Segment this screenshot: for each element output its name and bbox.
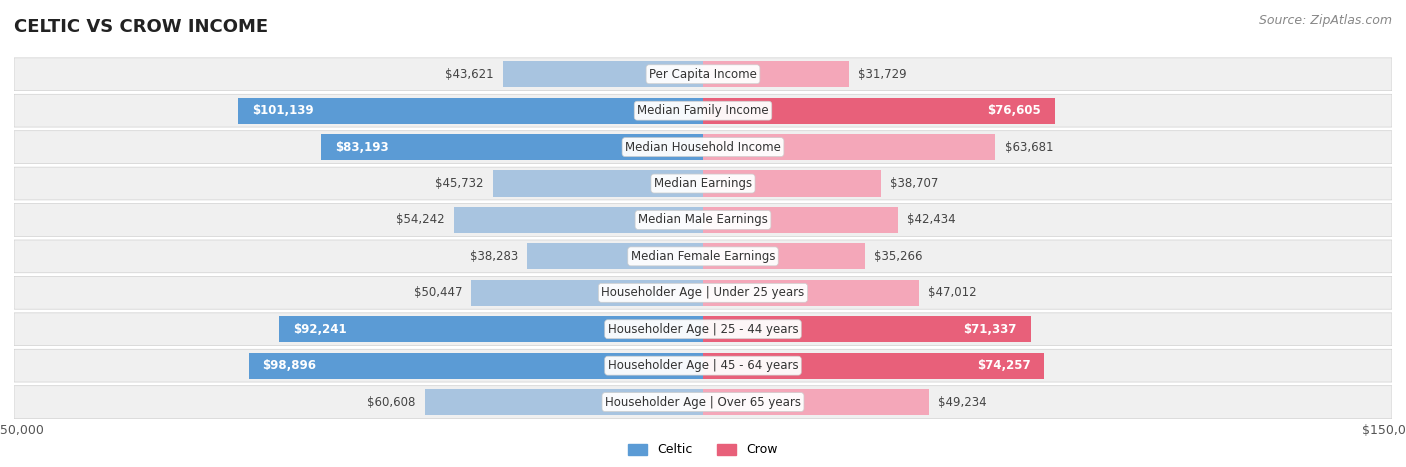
Text: $31,729: $31,729	[858, 68, 907, 81]
FancyBboxPatch shape	[14, 58, 1392, 91]
Bar	[703, 353, 1045, 379]
Text: $35,266: $35,266	[875, 250, 922, 263]
Text: $92,241: $92,241	[292, 323, 347, 336]
Bar	[703, 207, 898, 233]
Bar	[454, 207, 703, 233]
Text: Median Female Earnings: Median Female Earnings	[631, 250, 775, 263]
Text: $47,012: $47,012	[928, 286, 977, 299]
Text: $42,434: $42,434	[907, 213, 956, 226]
Legend: Celtic, Crow: Celtic, Crow	[623, 439, 783, 461]
Text: $38,283: $38,283	[470, 250, 517, 263]
FancyBboxPatch shape	[14, 167, 1392, 200]
Text: $60,608: $60,608	[367, 396, 415, 409]
Bar	[239, 98, 703, 124]
FancyBboxPatch shape	[14, 204, 1392, 236]
Text: Median Male Earnings: Median Male Earnings	[638, 213, 768, 226]
Text: Median Family Income: Median Family Income	[637, 104, 769, 117]
Bar	[425, 389, 703, 415]
Text: Householder Age | 45 - 64 years: Householder Age | 45 - 64 years	[607, 359, 799, 372]
Text: $45,732: $45,732	[436, 177, 484, 190]
FancyBboxPatch shape	[14, 386, 1392, 418]
Bar	[494, 170, 703, 197]
Text: $54,242: $54,242	[396, 213, 444, 226]
Text: $38,707: $38,707	[890, 177, 938, 190]
Bar	[703, 243, 865, 269]
Text: Per Capita Income: Per Capita Income	[650, 68, 756, 81]
FancyBboxPatch shape	[14, 276, 1392, 309]
FancyBboxPatch shape	[14, 313, 1392, 346]
FancyBboxPatch shape	[14, 94, 1392, 127]
Text: $43,621: $43,621	[444, 68, 494, 81]
Text: $71,337: $71,337	[963, 323, 1017, 336]
Bar	[249, 353, 703, 379]
Text: Householder Age | Under 25 years: Householder Age | Under 25 years	[602, 286, 804, 299]
Bar	[527, 243, 703, 269]
FancyBboxPatch shape	[14, 131, 1392, 163]
Text: $83,193: $83,193	[335, 141, 388, 154]
Text: Householder Age | 25 - 44 years: Householder Age | 25 - 44 years	[607, 323, 799, 336]
Text: CELTIC VS CROW INCOME: CELTIC VS CROW INCOME	[14, 18, 269, 36]
Bar	[703, 170, 880, 197]
Text: $74,257: $74,257	[977, 359, 1031, 372]
Bar	[703, 134, 995, 160]
FancyBboxPatch shape	[14, 240, 1392, 273]
Bar	[703, 280, 920, 306]
Text: Householder Age | Over 65 years: Householder Age | Over 65 years	[605, 396, 801, 409]
Bar	[471, 280, 703, 306]
Text: $49,234: $49,234	[938, 396, 987, 409]
Bar	[280, 316, 703, 342]
Text: $63,681: $63,681	[1005, 141, 1053, 154]
Text: $50,447: $50,447	[413, 286, 463, 299]
FancyBboxPatch shape	[14, 349, 1392, 382]
Bar	[703, 61, 849, 87]
Text: $98,896: $98,896	[263, 359, 316, 372]
Bar	[503, 61, 703, 87]
Text: Median Household Income: Median Household Income	[626, 141, 780, 154]
Bar	[703, 389, 929, 415]
Bar	[321, 134, 703, 160]
Bar	[703, 316, 1031, 342]
Text: Source: ZipAtlas.com: Source: ZipAtlas.com	[1258, 14, 1392, 27]
Text: $101,139: $101,139	[252, 104, 314, 117]
Text: $76,605: $76,605	[987, 104, 1040, 117]
Text: Median Earnings: Median Earnings	[654, 177, 752, 190]
Bar	[703, 98, 1054, 124]
